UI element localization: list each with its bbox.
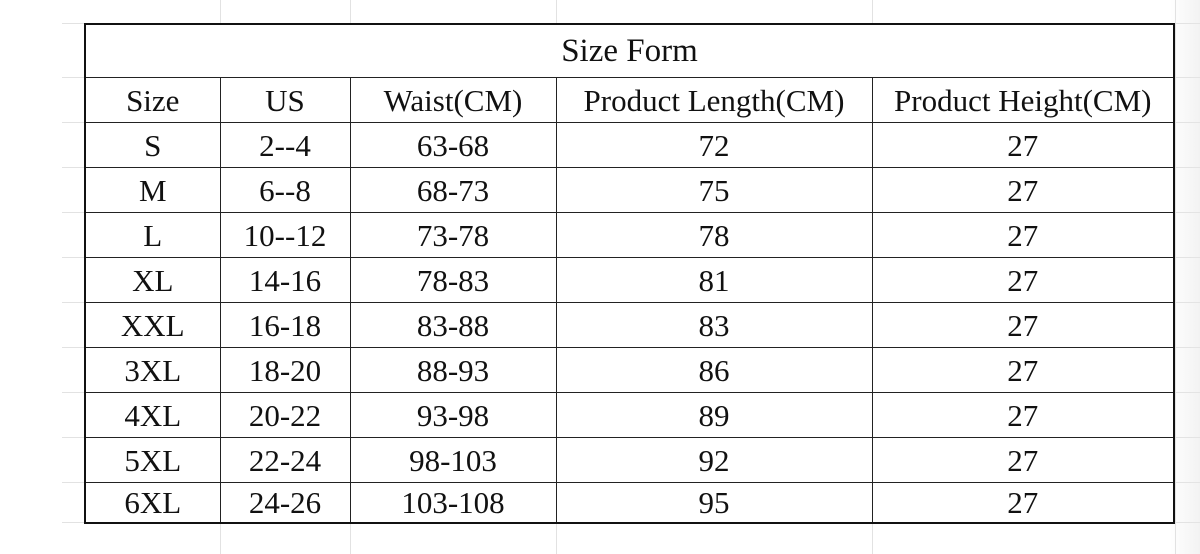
table-cell: L — [84, 212, 221, 258]
table-cell: 27 — [871, 347, 1175, 393]
table-cell: 6--8 — [219, 167, 351, 213]
table-cell: 75 — [555, 167, 873, 213]
table-cell: 95 — [555, 482, 873, 524]
table-cell: 63-68 — [349, 122, 557, 168]
table-cell: 103-108 — [349, 482, 557, 524]
table-cell: 22-24 — [219, 437, 351, 483]
size-table: Size Form Size US Waist(CM) Product Leng… — [84, 23, 1175, 524]
table-cell: 14-16 — [219, 257, 351, 303]
table-cell: 81 — [555, 257, 873, 303]
table-cell: 3XL — [84, 347, 221, 393]
table-cell: 10--12 — [219, 212, 351, 258]
table-cell: S — [84, 122, 221, 168]
table-cell: 68-73 — [349, 167, 557, 213]
table-row: 3XL 18-20 88-93 86 27 — [84, 347, 1175, 393]
table-title: Size Form — [84, 23, 1175, 78]
table-cell: 92 — [555, 437, 873, 483]
table-cell: 2--4 — [219, 122, 351, 168]
table-cell: M — [84, 167, 221, 213]
table-cell: XL — [84, 257, 221, 303]
table-cell: 27 — [871, 257, 1175, 303]
table-cell: 20-22 — [219, 392, 351, 438]
table-row: S 2--4 63-68 72 27 — [84, 122, 1175, 168]
table-cell: 89 — [555, 392, 873, 438]
table-cell: 16-18 — [219, 302, 351, 348]
table-cell: 86 — [555, 347, 873, 393]
column-header: Product Length(CM) — [555, 77, 873, 123]
table-row: L 10--12 73-78 78 27 — [84, 212, 1175, 258]
table-cell: 78 — [555, 212, 873, 258]
table-cell: 24-26 — [219, 482, 351, 524]
table-cell: 18-20 — [219, 347, 351, 393]
table-cell: 27 — [871, 212, 1175, 258]
table-cell: 78-83 — [349, 257, 557, 303]
table-cell: 4XL — [84, 392, 221, 438]
column-header: Size — [84, 77, 221, 123]
column-header: US — [219, 77, 351, 123]
table-cell: 27 — [871, 392, 1175, 438]
table-cell: 72 — [555, 122, 873, 168]
table-row: M 6--8 68-73 75 27 — [84, 167, 1175, 213]
table-cell: 27 — [871, 482, 1175, 524]
table-cell: 98-103 — [349, 437, 557, 483]
table-cell: 27 — [871, 167, 1175, 213]
table-cell: 5XL — [84, 437, 221, 483]
column-header: Waist(CM) — [349, 77, 557, 123]
table-cell: 93-98 — [349, 392, 557, 438]
table-cell: 27 — [871, 122, 1175, 168]
header-row: Size US Waist(CM) Product Length(CM) Pro… — [84, 77, 1175, 123]
table-row: 6XL 24-26 103-108 95 27 — [84, 482, 1175, 524]
table-cell: 27 — [871, 302, 1175, 348]
table-cell: 83 — [555, 302, 873, 348]
table-cell: XXL — [84, 302, 221, 348]
table-cell: 83-88 — [349, 302, 557, 348]
table-cell: 73-78 — [349, 212, 557, 258]
table-row: 4XL 20-22 93-98 89 27 — [84, 392, 1175, 438]
table-row: XL 14-16 78-83 81 27 — [84, 257, 1175, 303]
table-cell: 88-93 — [349, 347, 557, 393]
column-header: Product Height(CM) — [871, 77, 1175, 123]
edge-shadow — [1170, 0, 1200, 554]
table-cell: 6XL — [84, 482, 221, 524]
table-row: 5XL 22-24 98-103 92 27 — [84, 437, 1175, 483]
table-cell: 27 — [871, 437, 1175, 483]
table-row: XXL 16-18 83-88 83 27 — [84, 302, 1175, 348]
